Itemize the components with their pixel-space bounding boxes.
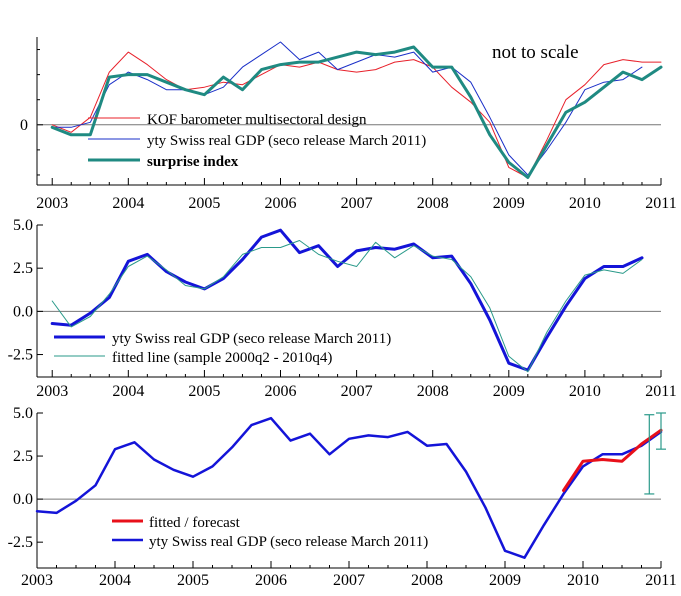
y-tick-label: 0.0 — [13, 303, 33, 320]
legend-panel-1: KOF barometer multisectoral design yty S… — [88, 112, 426, 170]
x-tick-label: 2007 — [333, 572, 365, 589]
legend-panel-3: fitted / forecast yty Swiss real GDP (se… — [112, 515, 428, 550]
axes: 2003 2004 2005 2006 2007 2008 2009 2010 2011 5.0 2… — [8, 217, 677, 400]
y-tick-label: 0.0 — [13, 491, 33, 508]
series-line-gdp — [50, 228, 644, 372]
y-tick-label: 5.0 — [13, 405, 33, 422]
legend-label-fitted: fitted line (sample 2000q2 - 2010q4) — [112, 350, 332, 366]
x-tick-label: 2004 — [112, 195, 144, 212]
series-group — [50, 41, 663, 179]
legend-label-gdp: yty Swiss real GDP (seco release March 2… — [112, 331, 391, 347]
legend-label-gdp: yty Swiss real GDP (seco release March 2… — [149, 534, 428, 550]
x-tick-label: 2003 — [36, 383, 68, 400]
y-tick-label: 0 — [20, 117, 28, 134]
series-group — [35, 412, 666, 559]
x-tick-label: 2008 — [417, 383, 449, 400]
x-tick-label: 2009 — [493, 383, 525, 400]
x-tick-label: 2006 — [255, 572, 287, 589]
legend-panel-2: yty Swiss real GDP (seco release March 2… — [54, 331, 391, 366]
x-tick-label: 2006 — [265, 383, 297, 400]
y-tick-label: 2.5 — [13, 260, 33, 277]
x-tick-label: 2007 — [341, 383, 373, 400]
x-tick-label: 2011 — [645, 383, 676, 400]
legend-label-gdp: yty Swiss real GDP (seco release March 2… — [147, 133, 426, 149]
x-tick-label: 2008 — [411, 572, 443, 589]
x-tick-label: 2003 — [21, 572, 53, 589]
legend-label-kof: KOF barometer multisectoral design — [147, 112, 367, 128]
x-tick-label: 2007 — [341, 195, 373, 212]
panel-gdp-fitted: 2003 2004 2005 2006 2007 2008 2009 2010 2011 5.0 2… — [8, 217, 677, 400]
x-tick-label: 2011 — [645, 195, 676, 212]
x-tick-label: 2008 — [417, 195, 449, 212]
x-tick-label: 2005 — [188, 195, 220, 212]
series-group — [50, 228, 644, 373]
x-tick-label: 2003 — [36, 195, 68, 212]
y-tick-label: 2.5 — [13, 448, 33, 465]
x-tick-label: 2005 — [177, 572, 209, 589]
x-tick-label: 2005 — [188, 383, 220, 400]
x-tick-label: 2004 — [99, 572, 131, 589]
series-line-gdp — [35, 416, 663, 559]
x-tick-label: 2011 — [645, 572, 676, 589]
x-tick-label: 2004 — [112, 383, 144, 400]
panel-forecast: 2003 2004 2005 2006 2007 2008 2009 2010 2011 5.0 2… — [8, 405, 677, 589]
series-line-gdp — [51, 41, 643, 176]
series-line-surprise — [50, 45, 663, 179]
y-tick-label: -2.5 — [8, 347, 33, 364]
series-line-forecast — [562, 428, 663, 492]
x-tick-label: 2006 — [265, 195, 297, 212]
series-line-kof — [51, 51, 662, 178]
x-tick-label: 2009 — [489, 572, 521, 589]
y-tick-label: -2.5 — [8, 534, 33, 551]
axes: 2003 2004 2005 2006 2007 2008 2009 2010 2011 5.0 2… — [8, 405, 677, 589]
legend-label-surprise: surprise index — [147, 154, 239, 170]
series-line-fitted — [51, 240, 643, 373]
panel-surprise-index: 2003 2004 2005 2006 2007 2008 2009 2010 2011 0 KO… — [20, 37, 677, 212]
x-tick-label: 2010 — [569, 383, 601, 400]
legend-label-forecast: fitted / forecast — [149, 515, 241, 531]
annotation-not-to-scale: not to scale — [492, 42, 579, 63]
x-tick-label: 2010 — [567, 572, 599, 589]
y-tick-label: 5.0 — [13, 217, 33, 234]
x-tick-label: 2010 — [569, 195, 601, 212]
x-tick-label: 2009 — [493, 195, 525, 212]
axes: 2003 2004 2005 2006 2007 2008 2009 2010 2011 0 — [20, 37, 677, 212]
